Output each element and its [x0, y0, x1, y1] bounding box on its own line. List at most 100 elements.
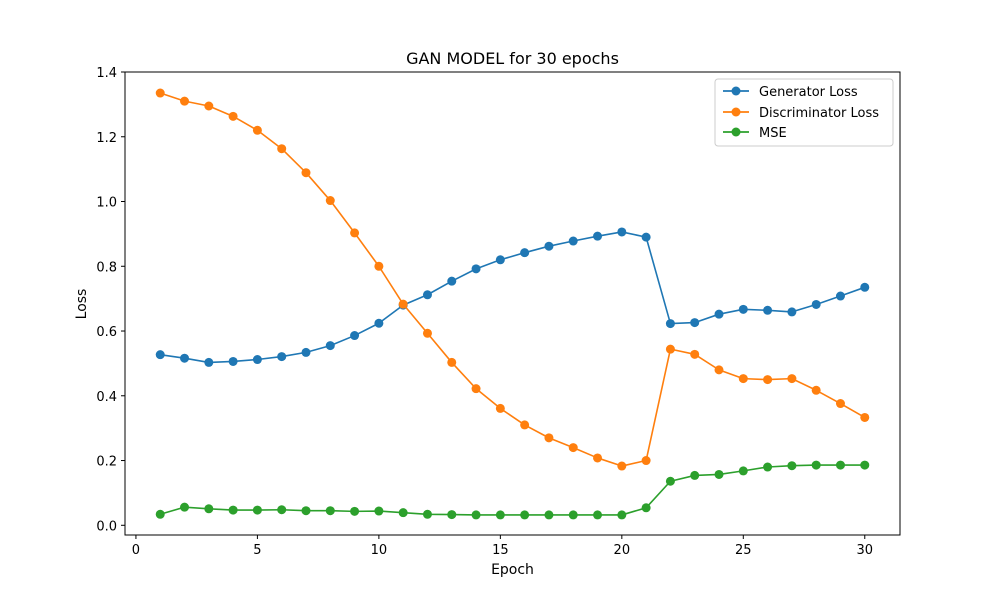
data-point-discriminator-loss — [568, 443, 578, 453]
data-point-mse — [374, 506, 384, 516]
data-point-mse — [422, 509, 432, 519]
data-point-discriminator-loss — [835, 399, 845, 409]
data-point-discriminator-loss — [641, 456, 651, 466]
plot-area — [155, 88, 870, 520]
legend-entry-generator-loss: Generator Loss — [723, 85, 858, 100]
data-point-generator-loss — [374, 318, 384, 328]
y-tick-label: 0.2 — [96, 455, 117, 470]
data-point-discriminator-loss — [398, 299, 408, 309]
data-point-discriminator-loss — [447, 357, 457, 367]
data-point-generator-loss — [690, 318, 700, 328]
data-point-mse — [593, 510, 603, 520]
data-point-mse — [544, 510, 554, 520]
x-axis-label: Epoch — [491, 562, 534, 578]
data-point-mse — [180, 502, 190, 512]
data-point-mse — [155, 509, 165, 519]
data-point-generator-loss — [180, 353, 190, 363]
x-tick-label: 20 — [614, 543, 631, 558]
data-point-discriminator-loss — [665, 344, 675, 354]
data-point-mse — [471, 510, 481, 520]
data-point-discriminator-loss — [325, 196, 335, 206]
data-point-generator-loss — [155, 350, 165, 360]
data-point-discriminator-loss — [763, 375, 773, 385]
series-line-mse — [160, 464, 865, 516]
plot-frame — [124, 71, 901, 536]
data-point-discriminator-loss — [471, 384, 481, 394]
x-axis-ticks: 0 5 10 15 20 25 30 — [132, 535, 873, 558]
data-point-mse — [228, 505, 238, 515]
data-point-mse — [787, 461, 797, 471]
data-point-generator-loss — [811, 299, 821, 309]
data-point-mse — [665, 476, 675, 486]
x-tick-label: 15 — [492, 543, 509, 558]
data-point-discriminator-loss — [252, 125, 262, 135]
data-point-mse — [811, 460, 821, 470]
data-point-discriminator-loss — [714, 365, 724, 375]
data-point-mse — [301, 506, 311, 516]
data-point-discriminator-loss — [811, 385, 821, 395]
data-point-discriminator-loss — [180, 96, 190, 106]
legend-label: Generator Loss — [759, 85, 858, 100]
data-point-discriminator-loss — [495, 403, 505, 413]
data-point-generator-loss — [350, 331, 360, 341]
data-point-discriminator-loss — [617, 461, 627, 471]
data-point-generator-loss — [593, 231, 603, 241]
data-point-mse — [835, 460, 845, 470]
data-point-mse — [860, 460, 870, 470]
legend-entry-mse: MSE — [723, 126, 787, 141]
data-point-mse — [325, 506, 335, 516]
data-point-discriminator-loss — [520, 420, 530, 430]
legend: Generator Loss Discriminator Loss MSE — [714, 78, 894, 147]
data-point-generator-loss — [520, 248, 530, 258]
data-point-generator-loss — [617, 227, 627, 237]
x-tick-label: 0 — [132, 543, 140, 558]
data-point-generator-loss — [447, 276, 457, 286]
legend-label: Discriminator Loss — [759, 106, 879, 121]
data-point-generator-loss — [325, 341, 335, 351]
data-point-discriminator-loss — [544, 433, 554, 443]
data-point-discriminator-loss — [374, 261, 384, 271]
data-point-generator-loss — [763, 305, 773, 315]
chart-title: GAN MODEL for 30 epochs — [406, 49, 619, 68]
series-line-generator-loss — [160, 231, 866, 364]
legend-box — [714, 78, 894, 147]
data-point-generator-loss — [665, 319, 675, 329]
data-point-generator-loss — [228, 356, 238, 366]
data-point-discriminator-loss — [301, 168, 311, 178]
y-tick-label: 0.4 — [96, 390, 117, 405]
data-point-generator-loss — [835, 291, 845, 301]
data-point-generator-loss — [641, 232, 651, 242]
y-tick-label: 1.0 — [96, 196, 117, 211]
data-point-generator-loss — [277, 352, 287, 362]
data-point-mse — [617, 510, 627, 520]
data-point-generator-loss — [301, 347, 311, 357]
data-point-discriminator-loss — [787, 374, 797, 384]
data-point-mse — [204, 504, 214, 514]
data-point-discriminator-loss — [738, 374, 748, 384]
data-point-generator-loss — [738, 304, 748, 314]
y-tick-label: 0.0 — [96, 519, 117, 534]
data-point-generator-loss — [714, 309, 724, 319]
data-point-discriminator-loss — [860, 412, 870, 422]
data-point-mse — [277, 505, 287, 515]
data-point-mse — [520, 510, 530, 520]
data-point-generator-loss — [544, 241, 554, 251]
data-point-discriminator-loss — [155, 88, 165, 98]
y-tick-label: 0.6 — [96, 325, 117, 340]
data-point-mse — [641, 503, 651, 513]
legend-label: MSE — [759, 126, 787, 141]
data-point-generator-loss — [252, 355, 262, 365]
data-point-generator-loss — [495, 255, 505, 265]
y-tick-label: 1.4 — [96, 66, 117, 81]
data-point-discriminator-loss — [228, 111, 238, 121]
y-axis-ticks: 0.0 0.2 0.4 0.6 0.8 1.0 1.2 1.4 — [96, 66, 125, 534]
data-point-discriminator-loss — [277, 144, 287, 154]
x-tick-label: 30 — [856, 543, 873, 558]
x-tick-label: 5 — [253, 543, 261, 558]
data-point-discriminator-loss — [204, 101, 214, 111]
data-point-generator-loss — [787, 307, 797, 317]
data-point-mse — [738, 466, 748, 476]
y-tick-label: 1.2 — [96, 131, 117, 146]
data-point-mse — [495, 510, 505, 520]
